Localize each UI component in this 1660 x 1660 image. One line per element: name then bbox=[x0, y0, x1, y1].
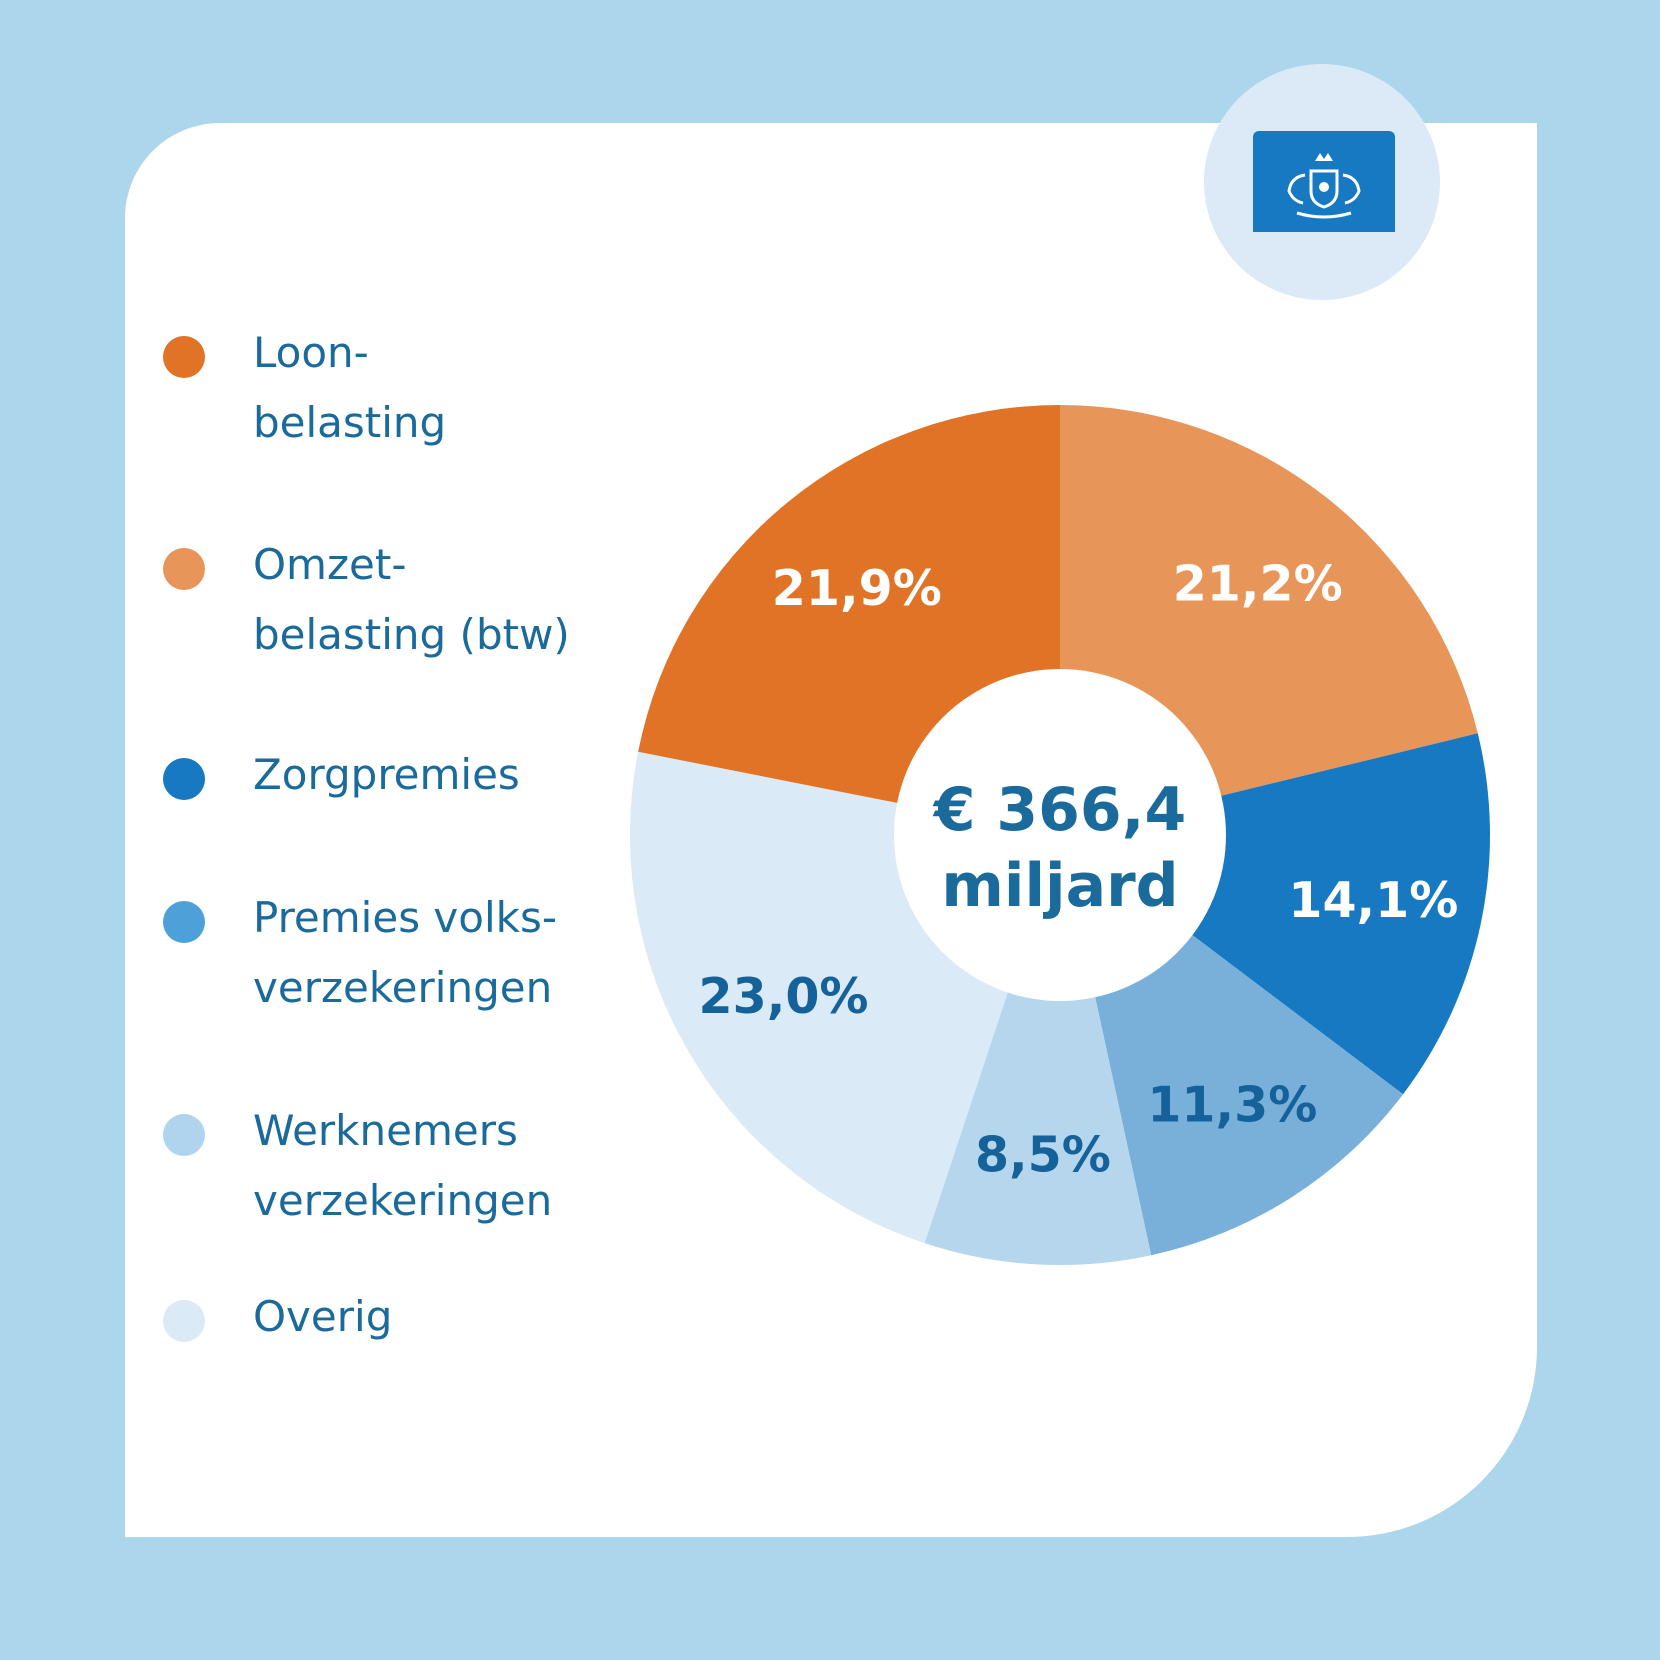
rijksoverheid-logo bbox=[1253, 131, 1395, 232]
legend-swatch bbox=[163, 1300, 205, 1342]
slice-value-label: 11,3% bbox=[1147, 1077, 1317, 1134]
slice-value-label: 14,1% bbox=[1288, 872, 1458, 929]
legend-swatch bbox=[163, 758, 205, 800]
legend-label: Premies volks- verzekeringen bbox=[253, 893, 558, 1012]
center-total-line1: € 366,4 bbox=[932, 775, 1186, 845]
legend-label: Zorgpremies bbox=[253, 750, 520, 799]
donut-hole bbox=[894, 669, 1226, 1001]
chart-labels: 21,2% 14,1% 11,3% 8,5% 23,0% 21,9% bbox=[699, 555, 1459, 1183]
legend-swatch bbox=[163, 901, 205, 943]
center-total-line2: miljard bbox=[941, 851, 1178, 921]
legend-label: Omzet- belasting (btw) bbox=[253, 540, 570, 659]
slice-value-label: 8,5% bbox=[975, 1127, 1111, 1184]
legend-label: Loon- belasting bbox=[253, 328, 447, 447]
slice-value-label: 21,9% bbox=[772, 560, 942, 617]
slice-value-label: 21,2% bbox=[1173, 555, 1343, 612]
coat-of-arms-icon bbox=[1287, 153, 1361, 219]
legend-swatch bbox=[163, 336, 205, 378]
legend-label: Overig bbox=[253, 1292, 393, 1341]
slice-value-label: 23,0% bbox=[699, 968, 869, 1025]
legend-swatch bbox=[163, 1114, 205, 1156]
legend-swatch bbox=[163, 548, 205, 590]
pie-slice bbox=[924, 835, 1152, 1266]
legend-label: Werknemers verzekeringen bbox=[253, 1106, 553, 1225]
